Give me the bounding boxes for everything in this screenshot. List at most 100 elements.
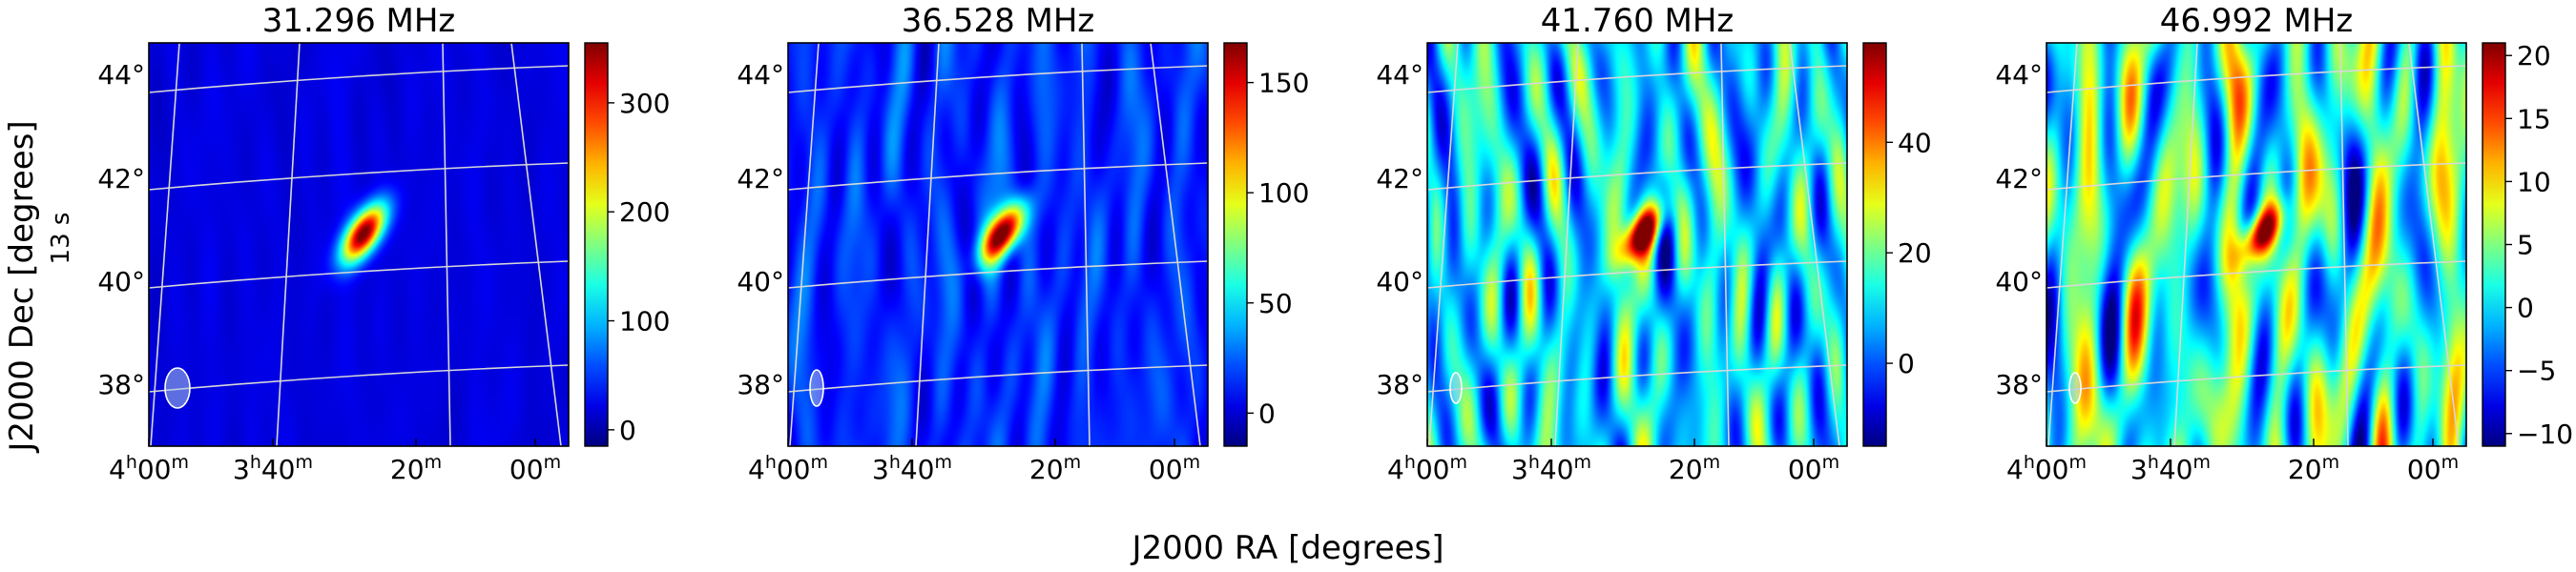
colorbar-tick-label: 0 xyxy=(1898,348,1915,379)
colorbar-tick-label: 0 xyxy=(619,415,636,446)
colorbar-tick-label: 5 xyxy=(2517,230,2534,261)
y-tick-label: 42° xyxy=(1995,163,2043,194)
beam-ellipse xyxy=(809,369,824,407)
grid-line-dec xyxy=(787,260,1209,289)
grid-line-ra xyxy=(2408,42,2460,447)
grid-line-ra xyxy=(1428,42,1459,447)
colorbar-tick-label: 150 xyxy=(1258,68,1309,99)
grid-line-dec xyxy=(1426,65,1848,93)
axes-frame xyxy=(2046,42,2467,447)
x-tick-label: 20m xyxy=(2288,452,2339,485)
y-tick-label: 40° xyxy=(97,266,145,297)
y-tick-label: 42° xyxy=(1376,163,1423,194)
panel-title: 46.992 MHz xyxy=(2160,2,2354,40)
x-tick-label: 00m xyxy=(1149,452,1200,485)
colorbar-tick-label: 40 xyxy=(1898,127,1932,158)
grid-line-ra xyxy=(150,42,180,447)
x-tick-label: 4h00m xyxy=(1387,452,1467,485)
grid-line-dec xyxy=(1426,260,1848,289)
x-tick-label: 3h40m xyxy=(1511,452,1591,485)
beam-ellipse xyxy=(164,367,191,409)
grid-line-ra xyxy=(442,42,451,447)
colorbar-tick-label: 10 xyxy=(2517,166,2551,197)
y-tick-label: 40° xyxy=(737,266,784,297)
y-tick-label: 44° xyxy=(737,59,784,91)
grid-line-dec xyxy=(787,162,1209,191)
y-tick-label: 42° xyxy=(97,163,145,194)
panel-title: 36.528 MHz xyxy=(902,2,1095,40)
axes-frame xyxy=(1426,42,1848,447)
side-note: 13 s xyxy=(47,213,75,265)
colorbar-tick-label: −10 xyxy=(2517,419,2573,450)
colorbar-tick-label: 15 xyxy=(2517,103,2551,134)
x-tick-label: 20m xyxy=(390,452,442,485)
y-tick-label: 38° xyxy=(1995,369,2043,400)
colorbar-tick-label: 20 xyxy=(2517,40,2551,72)
x-tick-label: 4h00m xyxy=(748,452,828,485)
axes-frame xyxy=(787,42,1209,447)
grid-line-ra xyxy=(276,42,301,447)
x-tick-label: 3h40m xyxy=(2130,452,2211,485)
x-tick-label: 20m xyxy=(1669,452,1720,485)
panel-2: 36.528 MHz 4h00m 3h40m 20m 00m 44° 42° 40° 38° 0 5… xyxy=(737,2,1309,485)
colorbar-tick-label: 50 xyxy=(1258,288,1293,319)
axes-frame xyxy=(148,42,570,447)
grid-line-ra xyxy=(2173,42,2198,447)
grid-line-dec xyxy=(1426,364,1848,393)
grid-line-ra xyxy=(2047,42,2078,447)
beam-ellipse xyxy=(1449,372,1463,404)
sky-map-image xyxy=(149,43,569,446)
x-tick-label: 3h40m xyxy=(233,452,313,485)
grid-line-dec xyxy=(1426,162,1848,191)
grid-line-ra xyxy=(1081,42,1091,447)
grid-line-ra xyxy=(1720,42,1730,447)
grid-line-ra xyxy=(2339,42,2349,447)
x-tick-label: 00m xyxy=(1788,452,1839,485)
colorbar xyxy=(1862,42,1887,447)
colorbar xyxy=(1223,42,1248,447)
x-tick-label: 20m xyxy=(1029,452,1081,485)
panel-title: 41.760 MHz xyxy=(1541,2,1735,40)
grid-line-dec xyxy=(148,65,570,93)
coordinate-grid xyxy=(148,42,570,447)
colorbar-tick-label: 100 xyxy=(619,306,670,337)
colorbar-tick-label: 300 xyxy=(619,88,670,119)
y-tick-label: 42° xyxy=(737,163,784,194)
grid-line-ra xyxy=(510,42,562,447)
y-tick-label: 40° xyxy=(1376,266,1423,297)
colorbar-tick-label: 20 xyxy=(1898,237,1932,269)
grid-line-ra xyxy=(1554,42,1579,447)
y-tick-label: 44° xyxy=(97,59,145,91)
panel-1: 31.296 MHz 4h00m 3h40m 20m 00m 44° 42° 40° 38° 0 1… xyxy=(97,2,670,485)
x-tick-label: 00m xyxy=(509,452,561,485)
colorbar-tick-label: −5 xyxy=(2517,356,2556,387)
grid-line-ra xyxy=(789,42,820,447)
sky-map-image xyxy=(2046,43,2466,446)
grid-line-dec xyxy=(2046,364,2467,393)
grid-line-dec xyxy=(148,162,570,191)
panel-4: 46.992 MHz 4h00m 3h40m 20m 00m 44° 42° 40° 38° −1… xyxy=(1995,2,2573,485)
colorbar-tick-label: 0 xyxy=(1258,398,1276,429)
grid-line-dec xyxy=(148,260,570,289)
panel-3: 41.760 MHz 4h00m 3h40m 20m 00m 44° 42° 40° 38° 0 2… xyxy=(1376,2,1931,485)
coordinate-grid xyxy=(2046,42,2467,447)
y-tick-label: 38° xyxy=(97,369,145,400)
sky-map-image xyxy=(1427,43,1847,446)
y-tick-label: 44° xyxy=(1376,59,1423,91)
y-tick-label: 38° xyxy=(737,369,784,400)
x-axis-label: J2000 RA [degrees] xyxy=(1130,529,1444,567)
grid-line-dec xyxy=(2046,162,2467,191)
panel-title: 31.296 MHz xyxy=(262,2,456,40)
colorbar-tick-label: 0 xyxy=(2517,293,2534,324)
grid-line-dec xyxy=(787,364,1209,393)
x-tick-label: 4h00m xyxy=(109,452,189,485)
grid-line-dec xyxy=(787,65,1209,93)
y-tick-label: 40° xyxy=(1995,266,2043,297)
grid-line-ra xyxy=(915,42,940,447)
sky-map-image xyxy=(788,43,1208,446)
grid-line-dec xyxy=(2046,260,2467,289)
colorbar xyxy=(2482,42,2506,447)
y-tick-label: 38° xyxy=(1376,369,1423,400)
x-tick-label: 4h00m xyxy=(2006,452,2087,485)
